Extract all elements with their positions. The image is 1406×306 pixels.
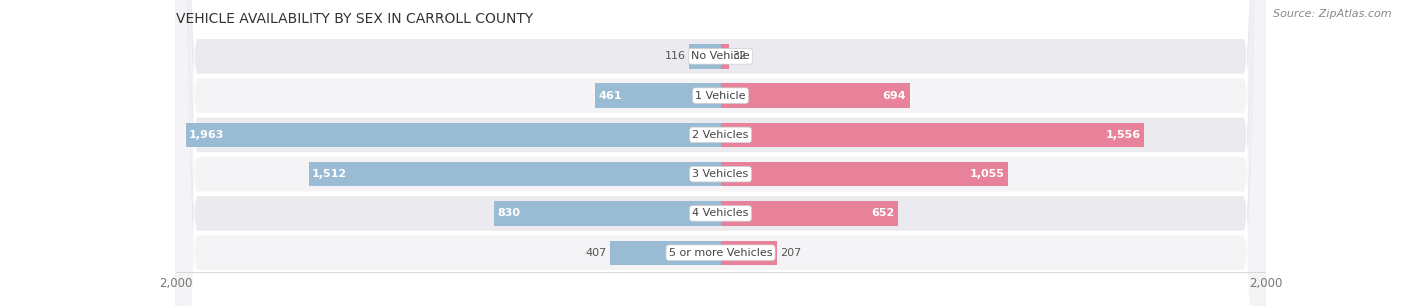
Bar: [721, 241, 778, 265]
Text: 1 Vehicle: 1 Vehicle: [696, 91, 745, 101]
Bar: [495, 201, 721, 226]
Text: 116: 116: [665, 51, 686, 62]
Text: 407: 407: [585, 248, 606, 258]
Text: Source: ZipAtlas.com: Source: ZipAtlas.com: [1274, 9, 1392, 19]
Bar: [595, 84, 721, 108]
Bar: [689, 44, 721, 69]
Bar: [721, 84, 910, 108]
FancyBboxPatch shape: [176, 0, 1265, 306]
Bar: [721, 44, 730, 69]
Text: 461: 461: [599, 91, 621, 101]
Bar: [186, 123, 721, 147]
Text: 3 Vehicles: 3 Vehicles: [692, 169, 749, 179]
FancyBboxPatch shape: [176, 0, 1265, 306]
Bar: [610, 241, 721, 265]
Text: 207: 207: [780, 248, 801, 258]
FancyBboxPatch shape: [176, 0, 1265, 306]
Text: 5 or more Vehicles: 5 or more Vehicles: [669, 248, 772, 258]
Text: 1,556: 1,556: [1107, 130, 1142, 140]
Text: 1,512: 1,512: [312, 169, 347, 179]
Bar: [721, 123, 1144, 147]
Bar: [721, 201, 898, 226]
Text: 1,963: 1,963: [188, 130, 225, 140]
FancyBboxPatch shape: [176, 0, 1265, 306]
Bar: [309, 162, 721, 186]
Text: 652: 652: [872, 208, 896, 218]
FancyBboxPatch shape: [176, 0, 1265, 306]
Text: No Vehicle: No Vehicle: [692, 51, 749, 62]
Text: 32: 32: [733, 51, 747, 62]
Text: 830: 830: [498, 208, 520, 218]
Bar: [721, 162, 1008, 186]
FancyBboxPatch shape: [176, 0, 1265, 306]
Text: 1,055: 1,055: [970, 169, 1005, 179]
Text: 4 Vehicles: 4 Vehicles: [692, 208, 749, 218]
Text: 2 Vehicles: 2 Vehicles: [692, 130, 749, 140]
Text: VEHICLE AVAILABILITY BY SEX IN CARROLL COUNTY: VEHICLE AVAILABILITY BY SEX IN CARROLL C…: [176, 12, 533, 26]
Text: 694: 694: [883, 91, 907, 101]
